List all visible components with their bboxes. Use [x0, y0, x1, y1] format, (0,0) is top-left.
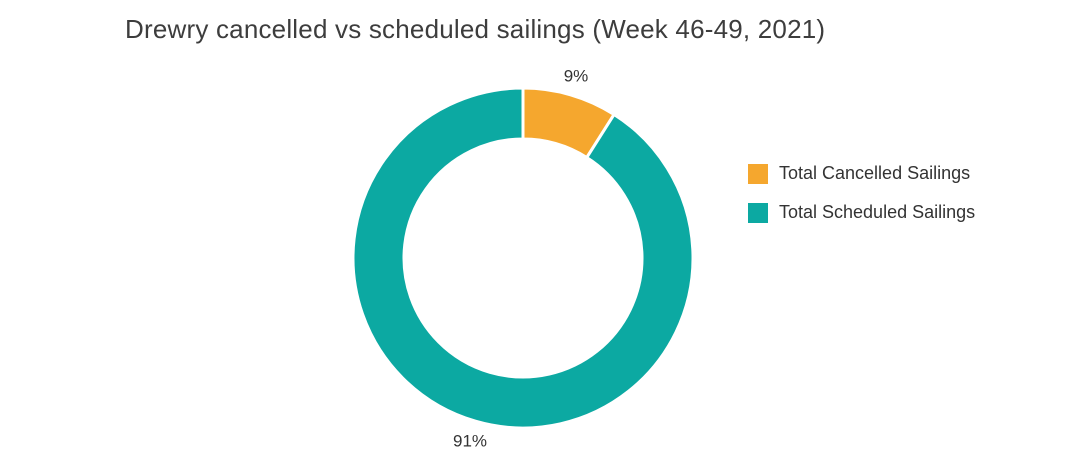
legend-swatch-icon: [748, 202, 768, 223]
legend-item-total-scheduled-sailings[interactable]: Total Scheduled Sailings: [748, 202, 975, 223]
slice-percent-label-total-cancelled-sailings: 9%: [564, 66, 589, 85]
chart-title: Drewry cancelled vs scheduled sailings (…: [125, 14, 826, 44]
legend-item-total-cancelled-sailings[interactable]: Total Cancelled Sailings: [748, 163, 975, 184]
legend-item-label: Total Cancelled Sailings: [779, 163, 971, 183]
pie-slice-total-scheduled-sailings[interactable]: [351, 86, 695, 430]
legend-swatch-icon: [748, 163, 768, 184]
legend-item-label: Total Scheduled Sailings: [779, 202, 976, 222]
slice-percent-label-total-scheduled-sailings: 91%: [453, 431, 487, 450]
legend: Total Cancelled Sailings Total Scheduled …: [748, 163, 975, 223]
